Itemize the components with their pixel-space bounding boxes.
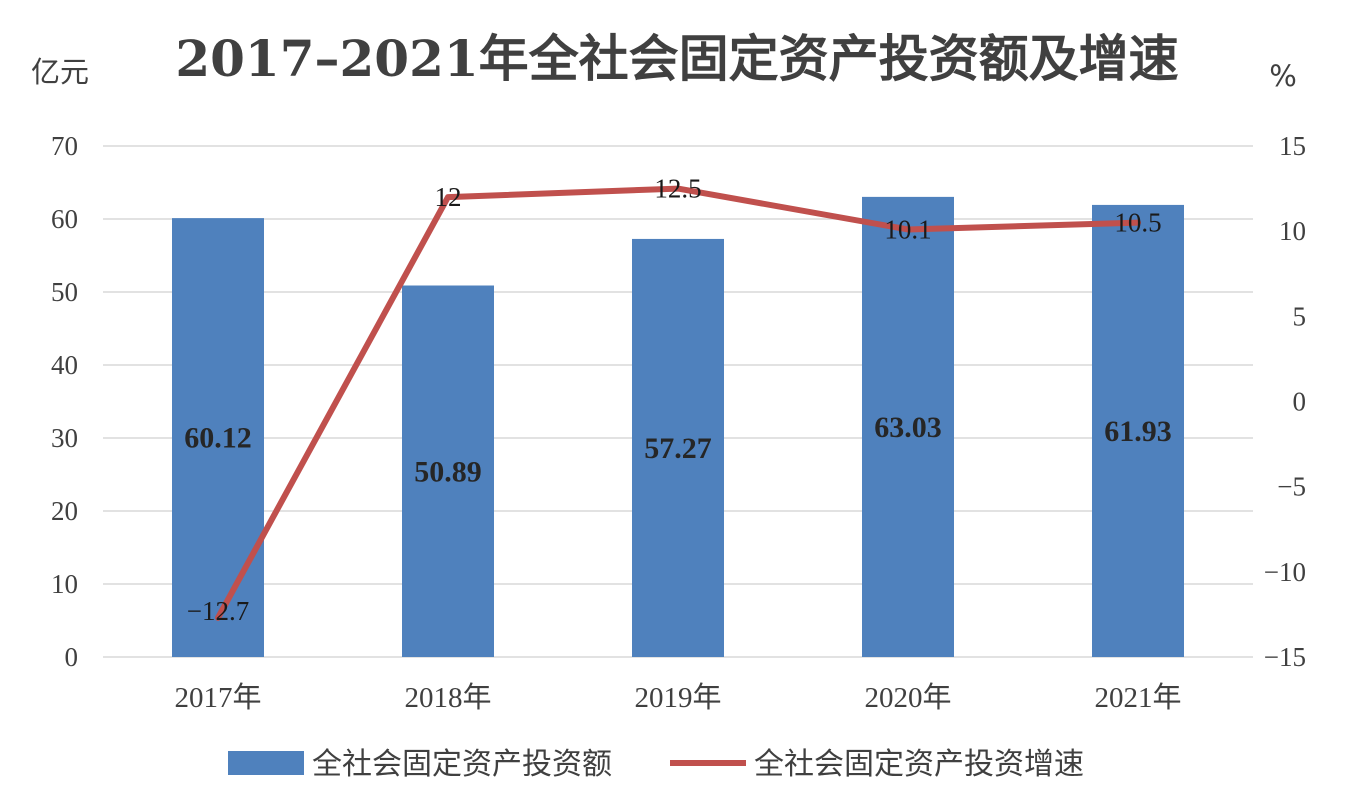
left-tick-label: 70	[51, 131, 78, 161]
category-label: 2020年	[864, 681, 951, 714]
bar-value-label: 63.03	[874, 411, 942, 444]
left-tick-label: 20	[51, 496, 78, 526]
line-series	[215, 185, 1141, 621]
category-label: 2019年	[634, 681, 721, 714]
legend-bar-label: 全社会固定资产投资额	[312, 747, 612, 782]
line-value-label: 10.5	[1114, 208, 1161, 238]
left-tick-label: 60	[51, 204, 78, 234]
bar	[1092, 204, 1184, 657]
right-tick-label: 15	[1279, 131, 1306, 161]
category-label: 2018年	[404, 681, 491, 714]
bar-value-label: 61.93	[1104, 415, 1172, 448]
line-value-labels: −12.7 12 12.5 10.1 10.5	[187, 174, 1162, 626]
bar-value-label: 60.12	[184, 422, 252, 455]
right-tick-label: −10	[1264, 557, 1306, 587]
line-value-label: 10.1	[884, 214, 931, 244]
right-tick-label: −15	[1264, 642, 1306, 672]
right-axis-unit: %	[1269, 59, 1297, 93]
left-axis-ticks: 0 10 20 30 40 50 60 70	[51, 131, 78, 672]
left-tick-label: 30	[51, 423, 78, 453]
category-label: 2017年	[174, 681, 261, 714]
left-tick-label: 50	[51, 277, 78, 307]
bar-value-label: 50.89	[414, 455, 482, 488]
line-value-label: −12.7	[187, 596, 249, 626]
bar-series	[172, 196, 1184, 658]
line-value-label: 12.5	[654, 174, 701, 204]
bar	[632, 238, 724, 657]
line-value-label: 12	[435, 182, 462, 212]
chart-title: 2017–2021年全社会固定资产投资额及增速	[175, 29, 1178, 88]
left-tick-label: 10	[51, 569, 78, 599]
legend-bar-swatch	[228, 751, 304, 775]
bar	[862, 196, 954, 658]
right-tick-label: 5	[1293, 301, 1307, 331]
bar	[172, 218, 264, 657]
category-label: 2021年	[1094, 681, 1181, 714]
right-tick-label: −5	[1277, 472, 1306, 502]
bar	[402, 285, 494, 657]
left-tick-label: 40	[51, 350, 78, 380]
growth-line	[215, 185, 1141, 621]
left-tick-label: 0	[65, 642, 79, 672]
right-axis-ticks: 15 10 5 0 −5 −10 −15	[1264, 131, 1306, 672]
category-axis-labels: 2017年 2018年 2019年 2020年 2021年	[174, 681, 1181, 714]
right-tick-label: 10	[1279, 216, 1306, 246]
legend: 全社会固定资产投资额 全社会固定资产投资增速	[228, 747, 1084, 782]
bar-value-label: 57.27	[644, 432, 712, 465]
right-tick-label: 0	[1293, 387, 1307, 417]
left-axis-unit: 亿元	[31, 55, 89, 89]
legend-line-label: 全社会固定资产投资增速	[754, 747, 1084, 782]
bar-value-labels: 60.12 50.89 57.27 63.03 61.93	[184, 411, 1172, 488]
